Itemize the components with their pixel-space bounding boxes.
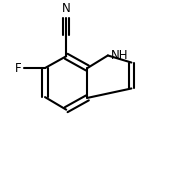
Text: NH: NH [111,49,128,62]
Text: N: N [62,2,71,15]
Text: F: F [15,62,22,74]
